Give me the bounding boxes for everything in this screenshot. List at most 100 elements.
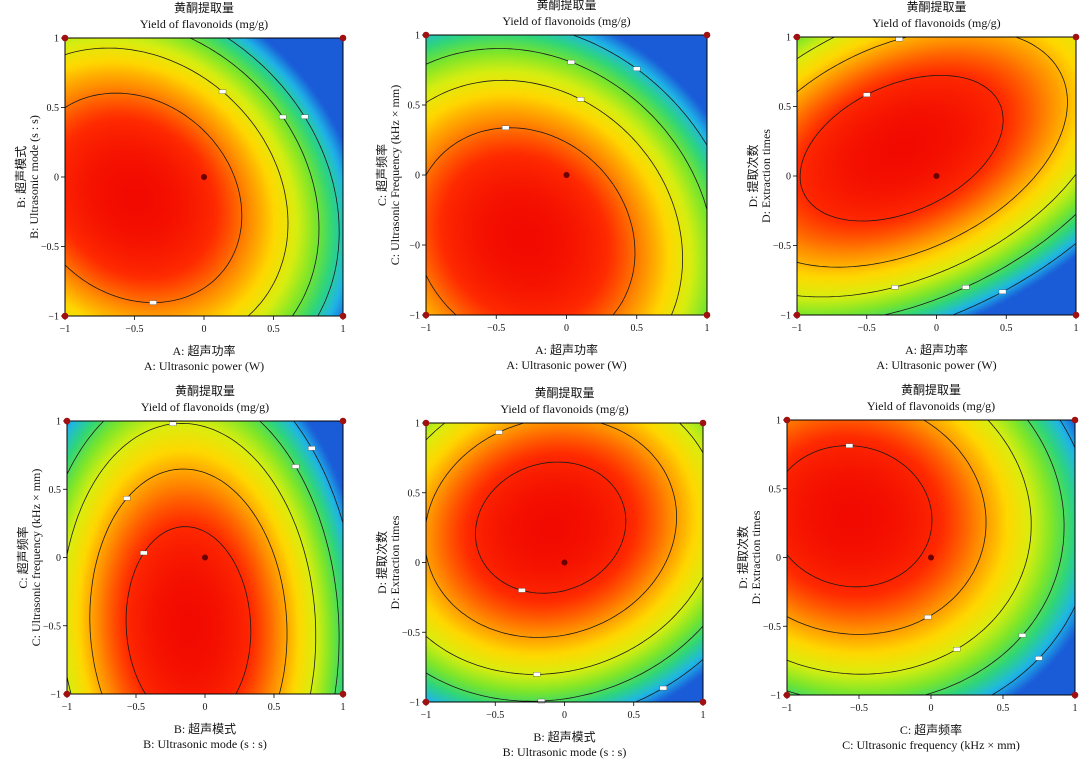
contour-label-box [537, 698, 546, 704]
panel-title-cn: 黄酮提取量 [901, 382, 961, 397]
y-tick-label: 0.5 [779, 102, 792, 113]
y-tick-label: −0.5 [763, 622, 781, 633]
y-tick-label: 0.5 [769, 484, 782, 495]
x-tick-label: 0 [203, 702, 208, 713]
y-axis-label-en: B: Ultrasonic mode (s : s) [27, 115, 41, 239]
y-tick-label: −0.5 [41, 242, 59, 253]
corner-design-point [1072, 311, 1080, 319]
corner-design-point [703, 311, 711, 319]
corner-design-point [339, 312, 347, 320]
y-axis-label-cn: C: 超声频率 [15, 526, 30, 588]
panel-title-cn: 黄酮提取量 [906, 0, 966, 14]
contour-panel-2: −1−1 −0.5 −0 0 0 0.5 0.5 1 1 黄酮提取量 Yield of flavon… [374, 0, 711, 372]
corner-design-point [793, 33, 801, 41]
x-axis-label-en: C: Ultrasonic frequency (kHz × mm) [842, 738, 1020, 752]
contour-label-box [1035, 656, 1043, 661]
x-tick-label: 1 [701, 710, 706, 721]
contour-panel-5: −1−1 −0.5 −0.5 0 0 0.5 0.5 1 1 黄酮提取量 Yield of flav… [374, 385, 707, 759]
corner-design-point [422, 31, 430, 39]
y-axis-label-en: C: Ultrasonic Frequency (kHz × mm) [388, 85, 402, 265]
x-tick-label: 0 [562, 710, 567, 721]
contour-line-4 [425, 127, 636, 316]
x-tick-label: −0.5 [858, 323, 876, 334]
contour-line-4 [796, 36, 1068, 268]
contour-label-box [863, 92, 871, 97]
center-design-point [201, 174, 207, 180]
contour-panel-3: −1−1 −0.5 −0.5 0 0 0.5 0.5 1 1 黄酮提取量 Yield of flav… [745, 0, 1080, 372]
contour-label-box [962, 285, 970, 290]
panel-title-en: Yield of flavonoids (mg/g) [140, 17, 268, 31]
center-design-point [928, 554, 934, 561]
x-tick-label: −0.5 [486, 710, 504, 721]
center-design-point [933, 173, 940, 179]
contour-line-2 [66, 420, 340, 695]
corner-design-point [422, 311, 430, 319]
x-tick-label: −1 [421, 710, 432, 721]
x-axis-label-en: B: Ultrasonic mode (s : s) [503, 745, 627, 759]
center-design-point [202, 554, 208, 561]
y-axis-label-cn: B: 超声模式 [13, 146, 28, 208]
contour-panel-1: −1−1 −0.5 −0.5 0 0 0.5 0.5 1 1 黄酮提取量 Yield of flav… [13, 0, 347, 373]
y-tick-label: 1 [56, 417, 61, 428]
y-tick-label: 1 [54, 34, 59, 45]
y-tick-label: −0.5 [773, 241, 791, 252]
x-tick-label: −0.5 [127, 702, 145, 713]
x-tick-label: 0.5 [997, 703, 1010, 714]
contour-label-box [998, 289, 1007, 294]
contour-line-5 [475, 461, 627, 594]
contour-line-4 [786, 419, 987, 635]
contour-label-box [291, 464, 300, 469]
corner-design-point [61, 34, 69, 42]
contour-label-box [501, 125, 510, 130]
x-tick-label: 0 [564, 323, 569, 334]
y-axis-label-cn: D: 提取次数 [374, 531, 389, 594]
y-axis-label-en: D: Extraction times [388, 515, 402, 609]
contour-label-box [924, 614, 932, 620]
y-tick-label: 0 [415, 558, 420, 569]
x-tick-label: 0 [929, 703, 934, 714]
contour-label-box [953, 647, 961, 652]
x-axis-label-cn: A: 超声功率 [535, 342, 598, 357]
y-tick-label: 1 [415, 31, 420, 42]
x-axis-label-cn: B: 超声模式 [533, 729, 595, 744]
contour-label-box [279, 114, 287, 120]
x-tick-label: −0.5 [487, 323, 505, 334]
x-tick-label: 1 [1073, 703, 1078, 714]
contour-label-box [533, 672, 541, 677]
y-axis-label-en: D: Extraction times [749, 510, 763, 604]
y-tick-label: 0 [786, 172, 791, 183]
y-tick-label: −1 [48, 312, 59, 323]
contour-panel-6: −1−1 −0.5 −0.5 0 0 0.5 0.5 1 1 黄酮提取量 Yield of flav… [735, 382, 1079, 752]
contour-line-3 [425, 79, 683, 316]
y-tick-label: 0 [415, 171, 420, 182]
contour-line-4 [425, 422, 677, 638]
corner-design-point [339, 417, 347, 425]
panel-title-en: Yield of flavonoids (mg/g) [867, 399, 995, 413]
corner-design-point [339, 690, 347, 698]
contour-label-box [891, 285, 899, 290]
y-axis-label-cn: C: 超声频率 [374, 144, 389, 206]
y-axis-label-en: D: Extraction times [759, 129, 773, 223]
center-design-point [561, 559, 568, 566]
corner-design-point [63, 417, 71, 425]
contour-label-box [1018, 633, 1027, 638]
contour-label-box [659, 685, 667, 691]
y-tick-label: 0.5 [408, 101, 421, 112]
contour-label-box [845, 443, 854, 448]
x-tick-label: 1 [341, 702, 346, 713]
x-tick-label: −1 [421, 323, 432, 334]
corner-design-point [63, 690, 71, 698]
y-tick-label: −0.5 [43, 621, 61, 632]
x-axis-label-en: B: Ultrasonic mode (s : s) [143, 737, 267, 751]
x-tick-label: 1 [341, 324, 346, 335]
corner-design-point [422, 419, 430, 427]
corner-design-point [783, 691, 791, 699]
corner-design-point [1071, 691, 1079, 699]
x-tick-label: 1 [1074, 323, 1079, 334]
contour-label-box [308, 446, 316, 451]
y-axis-label-cn: D: 提取次数 [745, 144, 760, 207]
x-tick-label: −0.5 [850, 703, 868, 714]
y-tick-label: −1 [409, 698, 420, 709]
corner-design-point [1072, 33, 1080, 41]
